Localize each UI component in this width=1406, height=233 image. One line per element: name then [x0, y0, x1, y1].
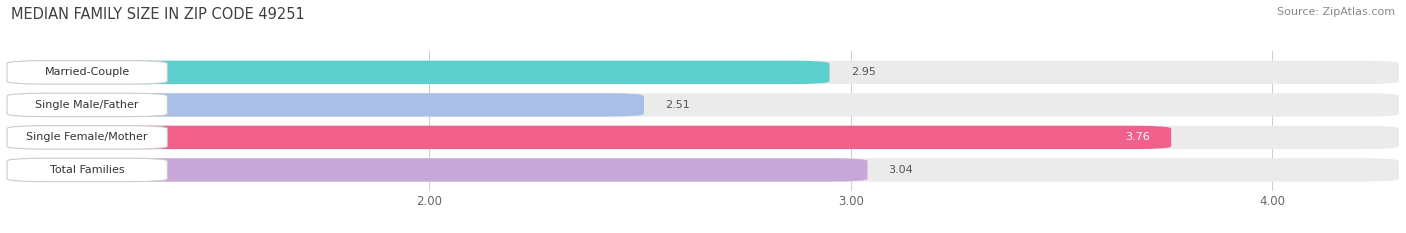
Text: 3.04: 3.04 — [889, 165, 914, 175]
FancyBboxPatch shape — [7, 61, 167, 84]
Text: Single Male/Father: Single Male/Father — [35, 100, 139, 110]
FancyBboxPatch shape — [7, 126, 1171, 149]
Text: 3.76: 3.76 — [1125, 132, 1150, 142]
Text: Married-Couple: Married-Couple — [45, 67, 129, 77]
FancyBboxPatch shape — [7, 93, 167, 116]
FancyBboxPatch shape — [7, 158, 868, 182]
Text: Total Families: Total Families — [49, 165, 125, 175]
Text: Single Female/Mother: Single Female/Mother — [27, 132, 148, 142]
FancyBboxPatch shape — [7, 61, 830, 84]
Text: 2.95: 2.95 — [851, 67, 876, 77]
FancyBboxPatch shape — [7, 126, 167, 149]
Text: MEDIAN FAMILY SIZE IN ZIP CODE 49251: MEDIAN FAMILY SIZE IN ZIP CODE 49251 — [11, 7, 305, 22]
FancyBboxPatch shape — [7, 93, 644, 116]
Text: Source: ZipAtlas.com: Source: ZipAtlas.com — [1277, 7, 1395, 17]
FancyBboxPatch shape — [7, 126, 1399, 149]
Text: 2.51: 2.51 — [665, 100, 690, 110]
FancyBboxPatch shape — [7, 93, 1399, 116]
FancyBboxPatch shape — [7, 61, 1399, 84]
FancyBboxPatch shape — [7, 158, 167, 182]
FancyBboxPatch shape — [7, 158, 1399, 182]
